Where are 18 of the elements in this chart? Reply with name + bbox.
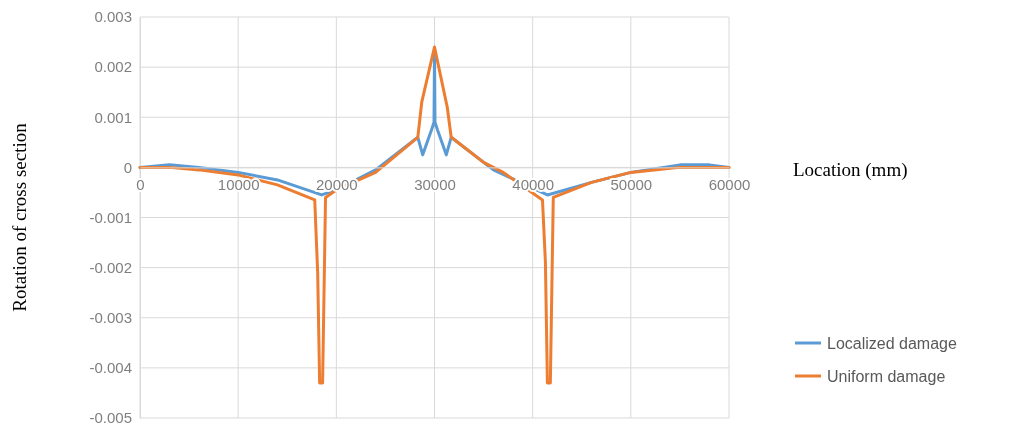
y-axis-title: Rotation of cross section: [9, 122, 30, 312]
y-tick-label: 0.001: [94, 108, 132, 126]
x-axis-title: Location (mm): [793, 159, 908, 182]
x-tick-label: 0: [136, 176, 145, 194]
y-tick-label: 0.003: [94, 8, 132, 26]
legend-label: Localized damage: [827, 335, 957, 352]
y-tick-label: -0.005: [89, 409, 132, 427]
x-tick-label: 50000: [610, 176, 653, 194]
x-tick-label: 60000: [708, 176, 751, 194]
y-tick-label: -0.001: [89, 208, 132, 226]
x-tick-label: 10000: [217, 176, 260, 194]
x-tick-label: 30000: [414, 176, 456, 194]
y-tick-label: 0: [123, 158, 132, 176]
y-tick-label: -0.002: [89, 258, 132, 276]
y-tick-label: 0.002: [94, 58, 132, 76]
y-tick-label: -0.003: [89, 309, 132, 327]
legend-label: Uniform damage: [827, 368, 946, 385]
y-tick-label: -0.004: [89, 359, 132, 377]
